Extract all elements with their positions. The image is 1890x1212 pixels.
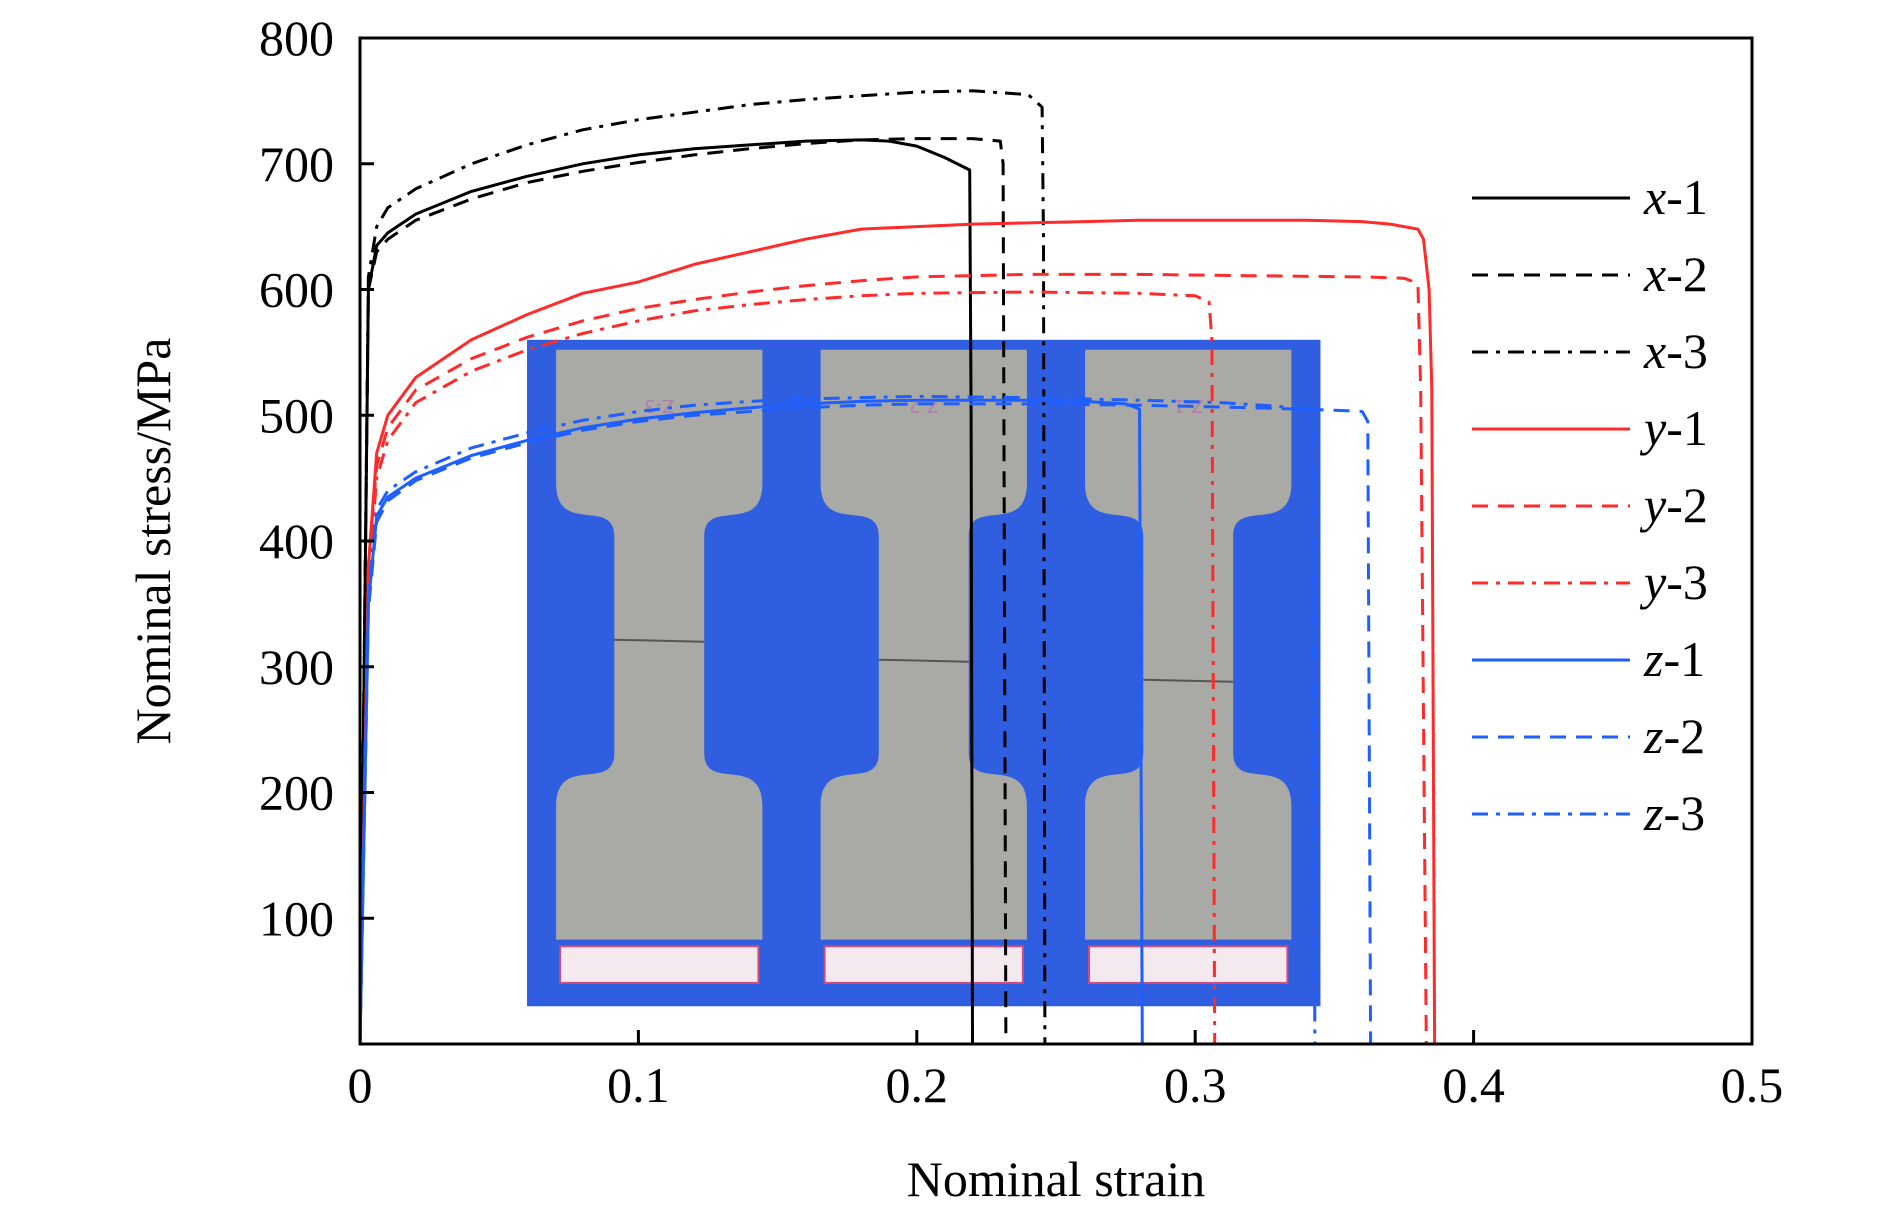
- legend: x-1 x-2 x-3 y-1 y-2 y-3 z-1 z-2 z-3: [1472, 169, 1708, 841]
- specimen-tag-2: [823, 945, 1024, 984]
- series-line-z-2: [360, 402, 1373, 1044]
- series-line-x-3: [360, 89, 1047, 1044]
- x-tick-label: 0.3: [1164, 1057, 1227, 1113]
- legend-label-x-1: x-1: [1643, 169, 1708, 225]
- legend-label-y-2: y-2: [1639, 477, 1708, 533]
- series-line-x-2: [360, 137, 1008, 1044]
- x-tick-label: 0.2: [886, 1057, 949, 1113]
- y-tick-label: 700: [259, 136, 334, 192]
- x-tick-label: 0: [348, 1057, 373, 1113]
- legend-label-z-2: z-2: [1643, 708, 1705, 764]
- fracture-line-2: [878, 658, 969, 663]
- legend-label-x-3: x-3: [1643, 323, 1708, 379]
- specimen-1: [556, 349, 763, 940]
- y-tick-label: 500: [259, 387, 334, 443]
- specimen-label-1: Z-3: [644, 395, 674, 416]
- x-axis-title: Nominal strain: [907, 1151, 1206, 1207]
- fracture-line-1: [614, 638, 705, 643]
- legend-label-x-2: x-2: [1643, 246, 1708, 302]
- x-tick-label: 0.5: [1721, 1057, 1784, 1113]
- series-line-y-1: [360, 218, 1437, 1044]
- series-layer: [360, 89, 1437, 1044]
- series-line-x-1: [360, 138, 974, 1044]
- fracture-line-3: [1143, 678, 1234, 683]
- y-tick-label: 600: [259, 262, 334, 318]
- x-tick-label: 0.1: [607, 1057, 670, 1113]
- specimen-photo-inset: Z-3 Z-2 Z-1: [527, 339, 1321, 1007]
- y-tick-label: 400: [259, 513, 334, 569]
- specimen-tag-1: [559, 945, 760, 984]
- y-axis-title: Nominal stress/MPa: [125, 338, 181, 745]
- legend-label-y-3: y-3: [1639, 554, 1708, 610]
- y-tick-label: 300: [259, 639, 334, 695]
- axis-ticks: 0 0.1 0.2 0.3 0.4 0.5 100 200 300 400 500 600 700 800: [259, 10, 1783, 1113]
- series-line-y-3: [360, 290, 1217, 1044]
- y-tick-label: 200: [259, 765, 334, 821]
- series-line-z-1: [360, 398, 1144, 1044]
- series-line-z-3: [360, 394, 1317, 1044]
- specimen-tag-3: [1088, 945, 1289, 984]
- y-tick-label: 100: [259, 890, 334, 946]
- legend-label-z-3: z-3: [1643, 785, 1705, 841]
- specimen-3: [1085, 349, 1292, 940]
- x-tick-label: 0.4: [1442, 1057, 1505, 1113]
- series-line-y-2: [360, 272, 1428, 1044]
- legend-label-z-1: z-1: [1643, 631, 1705, 687]
- y-tick-label: 800: [259, 10, 334, 66]
- specimen-2: [820, 349, 1027, 940]
- legend-label-y-1: y-1: [1639, 400, 1708, 456]
